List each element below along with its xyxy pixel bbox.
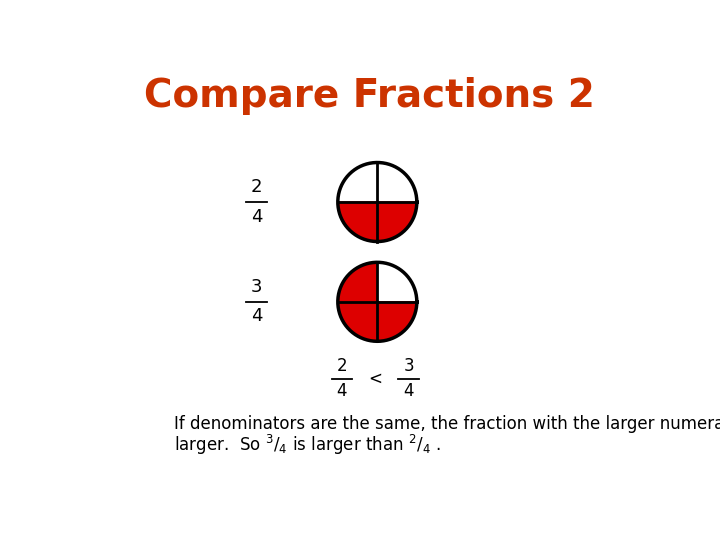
Text: 3: 3 (251, 278, 263, 296)
Text: larger.  So $^3/_4$ is larger than $^2/_4$ .: larger. So $^3/_4$ is larger than $^2/_4… (174, 433, 441, 457)
Text: 4: 4 (403, 382, 414, 400)
Text: 4: 4 (251, 307, 263, 326)
Text: 2: 2 (337, 357, 347, 375)
Text: <: < (368, 370, 382, 388)
Text: 2: 2 (251, 178, 263, 197)
Polygon shape (338, 202, 417, 241)
Text: 4: 4 (337, 382, 347, 400)
Text: 4: 4 (251, 207, 263, 226)
Text: If denominators are the same, the fraction with the larger numerator is: If denominators are the same, the fracti… (174, 415, 720, 434)
Polygon shape (338, 262, 417, 341)
Text: Compare Fractions 2: Compare Fractions 2 (143, 77, 595, 115)
Text: 3: 3 (403, 357, 414, 375)
